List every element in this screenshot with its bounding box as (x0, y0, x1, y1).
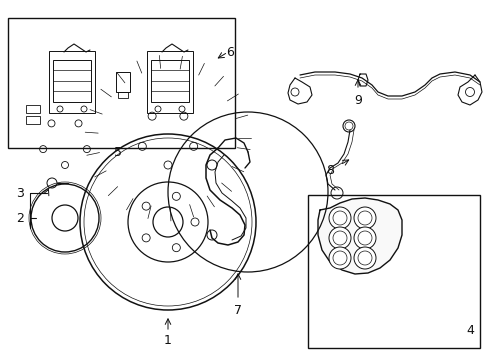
Bar (151, 60, 189, 102)
Circle shape (328, 247, 350, 269)
Circle shape (328, 227, 350, 249)
Circle shape (353, 247, 375, 269)
Bar (147, 51, 193, 113)
Text: 2: 2 (16, 212, 24, 225)
Bar (26, 116, 40, 124)
Text: 3: 3 (16, 186, 24, 199)
Bar (8, 18, 235, 148)
Circle shape (353, 227, 375, 249)
Text: 7: 7 (234, 303, 242, 316)
Text: 9: 9 (353, 94, 361, 107)
Bar (116, 72, 130, 92)
Bar (118, 92, 128, 98)
Text: 6: 6 (225, 45, 233, 59)
Text: 5: 5 (114, 145, 122, 158)
Circle shape (328, 207, 350, 229)
Bar (53, 60, 91, 102)
Circle shape (353, 207, 375, 229)
Bar (307, 195, 479, 348)
Text: 1: 1 (164, 333, 172, 346)
Bar (26, 105, 40, 113)
Polygon shape (317, 198, 401, 274)
Bar (49, 51, 95, 113)
Text: 4: 4 (465, 324, 473, 337)
Text: 8: 8 (325, 163, 333, 176)
